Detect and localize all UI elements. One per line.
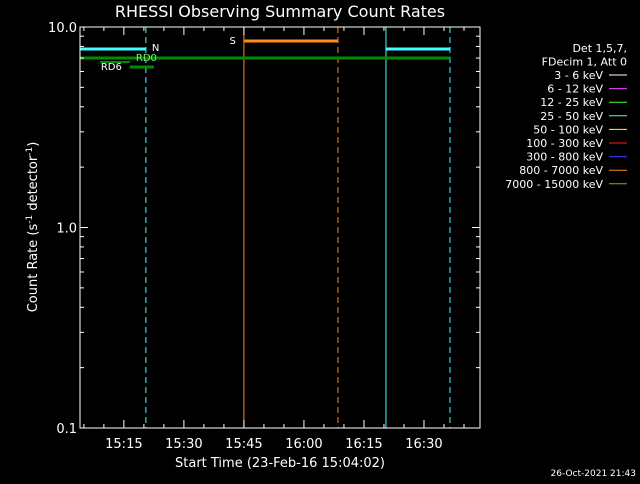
x-tick-label: 16:15 xyxy=(345,437,382,452)
legend-entry-label: 3 - 6 keV xyxy=(554,69,603,82)
legend-entry-label: 100 - 300 keV xyxy=(526,137,603,150)
y-axis-label-part2: detector xyxy=(26,155,41,215)
y-axis-label-sup2: -1 xyxy=(25,147,35,156)
x-tick-label: 15:45 xyxy=(225,437,262,452)
decimation-label: RD6 xyxy=(101,62,122,73)
legend-entry-label: 50 - 100 keV xyxy=(533,123,603,136)
decimation-label: RD0 xyxy=(136,53,157,64)
plot-frame xyxy=(79,26,481,429)
x-tick-label: 15:30 xyxy=(165,437,202,452)
night-label: N xyxy=(152,43,159,54)
legend-entry-label: 25 - 50 keV xyxy=(540,110,603,123)
y-axis-label: Count Rate (s-1 detector-1) xyxy=(25,142,41,313)
x-tick-label: 16:30 xyxy=(405,437,442,452)
legend-entry-label: 6 - 12 keV xyxy=(547,83,603,96)
y-axis-label-part3: ) xyxy=(26,142,41,147)
y-tick-label: 0.1 xyxy=(56,422,77,437)
legend-entry-label: 7000 - 15000 keV xyxy=(505,178,603,191)
y-tick-label: 10.0 xyxy=(48,21,77,36)
legend-entry-label: 12 - 25 keV xyxy=(540,96,603,109)
y-axis-label-part1: Count Rate (s xyxy=(26,224,41,313)
chart-title: RHESSI Observing Summary Count Rates xyxy=(115,2,445,21)
legend-entry-label: 800 - 7000 keV xyxy=(519,164,603,177)
legend-header-line: Det 1,5,7, xyxy=(572,42,627,55)
x-axis-label: Start Time (23-Feb-16 15:04:02) xyxy=(175,456,385,471)
saa-label: S xyxy=(230,36,236,47)
y-axis-label-sup1: -1 xyxy=(25,215,35,224)
legend-header-line: FDecim 1, Att 0 xyxy=(542,56,627,69)
x-tick-label: 15:15 xyxy=(105,437,142,452)
y-tick-label: 1.0 xyxy=(56,222,77,237)
x-tick-label: 16:00 xyxy=(285,437,322,452)
legend-entry-label: 300 - 800 keV xyxy=(526,151,603,164)
timestamp: 26-Oct-2021 21:43 xyxy=(551,469,636,479)
